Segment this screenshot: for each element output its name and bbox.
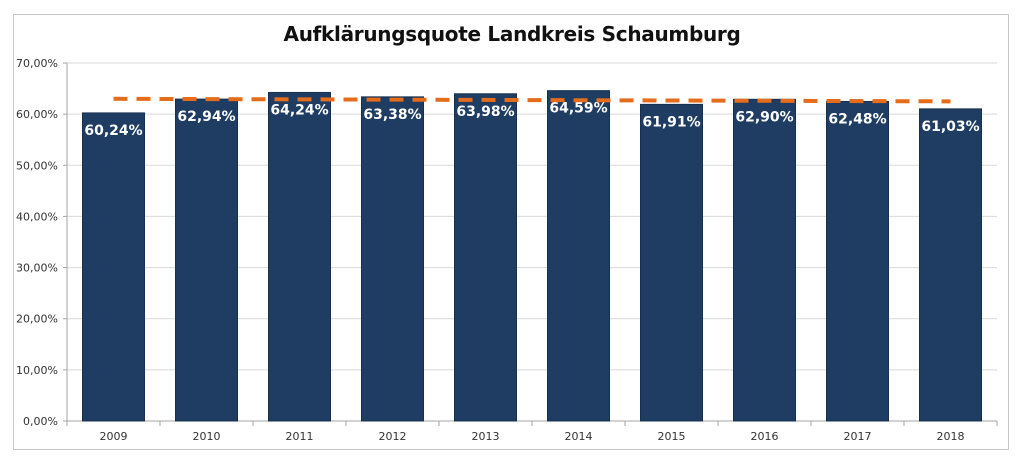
- bar: [826, 100, 889, 422]
- x-tick-label: 2011: [286, 430, 314, 443]
- bar: [268, 91, 331, 422]
- data-label: 62,94%: [177, 109, 235, 125]
- bar: [640, 103, 703, 422]
- data-label: 64,59%: [549, 101, 607, 117]
- bar: [361, 96, 424, 422]
- bar: [547, 90, 610, 422]
- x-tick-label: 2017: [844, 430, 872, 443]
- y-tick-label: 20,00%: [16, 313, 58, 326]
- bar: [454, 93, 517, 422]
- data-label: 60,24%: [84, 123, 142, 139]
- y-tick-label: 60,00%: [16, 108, 58, 121]
- data-label: 63,98%: [456, 104, 514, 120]
- x-tick-label: 2018: [937, 430, 965, 443]
- x-tick-label: 2015: [658, 430, 686, 443]
- bar: [919, 108, 982, 422]
- chart-title: Aufklärungsquote Landkreis Schaumburg: [283, 22, 741, 46]
- bar: [175, 98, 238, 422]
- x-tick-label: 2010: [193, 430, 221, 443]
- data-label: 61,91%: [642, 114, 700, 130]
- y-tick-label: 0,00%: [23, 415, 58, 428]
- y-tick-label: 50,00%: [16, 159, 58, 172]
- x-tick-label: 2009: [100, 430, 128, 443]
- x-tick-label: 2014: [565, 430, 593, 443]
- x-tick-label: 2012: [379, 430, 407, 443]
- data-label: 64,24%: [270, 102, 328, 118]
- data-label: 62,90%: [735, 109, 793, 125]
- x-tick-label: 2013: [472, 430, 500, 443]
- y-tick-label: 70,00%: [16, 57, 58, 70]
- bar: [733, 98, 796, 422]
- bar: [82, 112, 145, 422]
- chart-frame: [13, 14, 1009, 450]
- y-tick-label: 30,00%: [16, 262, 58, 275]
- data-label: 62,48%: [828, 111, 886, 127]
- y-tick-label: 40,00%: [16, 210, 58, 223]
- data-label: 61,03%: [921, 119, 979, 135]
- data-label: 63,38%: [363, 107, 421, 123]
- trendline: [113, 96, 951, 104]
- x-tick-label: 2016: [751, 430, 779, 443]
- y-tick-label: 10,00%: [16, 364, 58, 377]
